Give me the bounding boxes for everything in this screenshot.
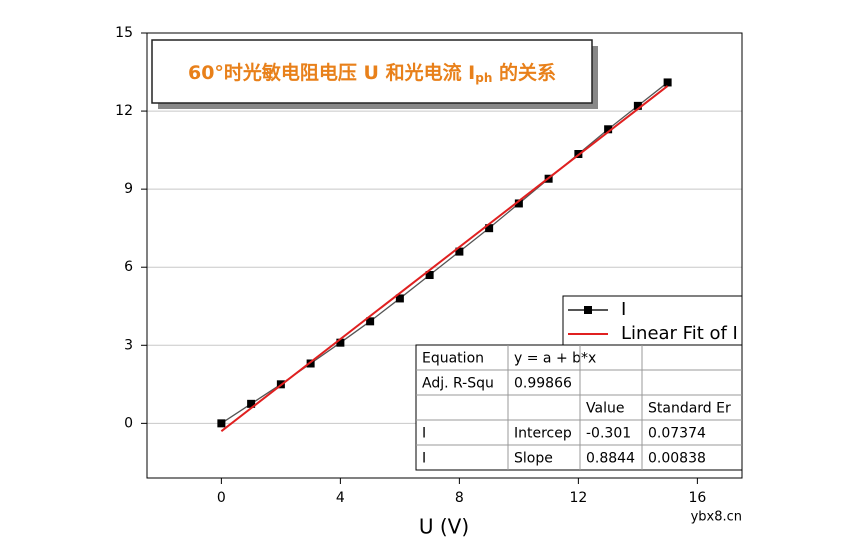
- legend-marker: [584, 306, 592, 314]
- table-cell: Equation: [422, 351, 484, 367]
- y-tick-label: 0: [124, 415, 133, 431]
- data-point: [485, 224, 494, 233]
- data-point: [663, 78, 672, 87]
- data-point: [425, 271, 434, 280]
- table-cell: Standard Er: [648, 401, 731, 417]
- data-point: [336, 338, 345, 347]
- data-point: [455, 247, 464, 256]
- y-tick-label: 9: [124, 181, 133, 197]
- y-tick-label: 6: [124, 259, 133, 275]
- watermark: ybx8.cn: [691, 510, 742, 525]
- table-cell: 0.99866: [514, 376, 572, 392]
- data-point: [306, 359, 315, 368]
- table-cell: 0.00838: [648, 451, 706, 467]
- title-box: [151, 39, 593, 104]
- fit-table: Equation y = a + b*x Adj. R-Squ 0.99866 Valu…: [415, 344, 743, 471]
- table-cell: 0.07374: [648, 426, 706, 442]
- x-tick-label: 12: [569, 490, 587, 506]
- title-text: 的关系: [492, 61, 556, 84]
- title-subscript: ph: [475, 71, 492, 85]
- x-tick-label: 8: [455, 490, 464, 506]
- y-tick-label: 15: [115, 25, 133, 41]
- table-cell: -0.301: [586, 426, 631, 442]
- data-point: [395, 294, 404, 303]
- y-tick-label: 12: [115, 103, 133, 119]
- data-point: [514, 199, 523, 208]
- table-cell: Value: [586, 401, 624, 417]
- table-cell: 0.8844: [586, 451, 635, 467]
- data-point: [366, 317, 375, 326]
- table-cell: I: [422, 451, 426, 467]
- title-text: 60°时光敏电阻电压 U 和光电流 I: [188, 61, 475, 84]
- legend-box: [562, 295, 743, 346]
- chart-title: 60°时光敏电阻电压 U 和光电流 Iph 的关系: [188, 61, 556, 85]
- legend: I Linear Fit of I: [562, 295, 743, 346]
- plot-frame: [146, 32, 743, 479]
- series-line: [220, 85, 669, 432]
- table-cell: Intercep: [514, 426, 572, 442]
- plot-area: 0 3 6 9 12 15 0 4 8 12 16: [115, 25, 743, 506]
- x-tick-label: 0: [217, 490, 226, 506]
- table-cell: y = a + b*x: [514, 351, 596, 367]
- data-point: [604, 125, 613, 134]
- data-point: [217, 419, 226, 428]
- legend-label: I: [621, 299, 626, 320]
- x-tick-label: 16: [688, 490, 706, 506]
- table-cell: I: [422, 426, 426, 442]
- table-box: [415, 344, 743, 471]
- data-point: [633, 101, 642, 110]
- table-cell: Adj. R-Squ: [422, 376, 494, 392]
- table-cell: Slope: [514, 451, 553, 467]
- data-point: [247, 399, 256, 408]
- legend-label: Linear Fit of I: [621, 323, 738, 344]
- x-axis-label: U (V): [419, 515, 469, 539]
- x-tick-label: 4: [336, 490, 345, 506]
- y-tick-label: 3: [124, 337, 133, 353]
